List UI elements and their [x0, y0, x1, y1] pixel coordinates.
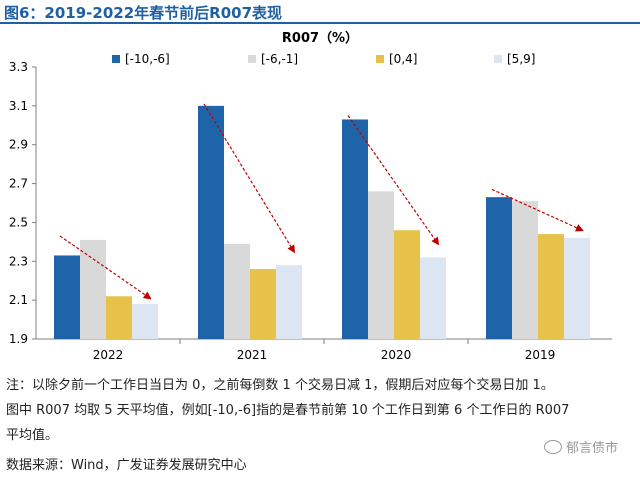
legend-label: [-10,-6] [125, 52, 170, 66]
bar [394, 230, 420, 339]
bar [342, 119, 368, 339]
y-tick-label: 2.3 [9, 254, 28, 268]
bar [80, 239, 106, 339]
bar [54, 255, 80, 339]
figure-header: 图6：2019-2022年春节前后R007表现 [0, 0, 640, 24]
bar [486, 197, 512, 339]
legend-label: [-6,-1] [261, 52, 298, 66]
trend-arrow [203, 103, 296, 254]
bar [564, 237, 590, 339]
bar [512, 201, 538, 339]
chart-title: R007（%） [282, 30, 358, 46]
y-tick-label: 2.1 [9, 293, 28, 307]
y-tick-label: 1.9 [9, 332, 28, 346]
y-tick-label: 3.3 [9, 60, 28, 74]
watermark: 郁言债市 [543, 437, 618, 456]
y-tick-label: 3.1 [9, 99, 28, 113]
legend-swatch [248, 55, 256, 63]
legend-swatch [376, 55, 384, 63]
legend-swatch [494, 55, 502, 63]
bar [538, 234, 564, 339]
trend-arrow [59, 235, 152, 300]
bar [224, 243, 250, 339]
bar [420, 257, 446, 339]
figure-title: 图6：2019-2022年春节前后R007表现 [4, 4, 283, 22]
y-tick-label: 2.5 [9, 215, 28, 229]
x-tick-label: 2021 [237, 348, 268, 362]
trend-arrow [491, 188, 584, 232]
x-tick-label: 2019 [525, 348, 556, 362]
note-line-2: 图中 R007 均取 5 天平均值，例如[-10,-6]指的是春节前第 10 个… [6, 403, 570, 418]
bar [368, 191, 394, 339]
bar [276, 265, 302, 339]
bar-chart: R007（%） 3.3 3.1 2.9 2.7 2.5 2.3 2.1 1.9 2022 2021 2… [9, 30, 612, 362]
bar [198, 105, 224, 339]
note-line-1: 注：以除夕前一个工作日当日为 0，之前每倒数 1 个交易日减 1，假期后对应每个… [6, 378, 554, 393]
source-note: 数据来源：Wind，广发证券发展研究中心 [6, 458, 247, 473]
legend-label: [0,4] [389, 52, 417, 66]
x-tick-label: 2022 [93, 348, 124, 362]
legend-swatch [112, 55, 120, 63]
bar [106, 296, 132, 339]
y-tick-label: 2.9 [9, 138, 28, 152]
watermark-text: 郁言债市 [565, 441, 618, 456]
note-line-3: 平均值。 [6, 428, 59, 443]
bar [250, 269, 276, 339]
bar [132, 304, 158, 339]
y-tick-label: 2.7 [9, 177, 28, 191]
legend-label: [5,9] [507, 52, 535, 66]
trend-arrow [347, 115, 440, 246]
wechat-icon [543, 440, 562, 454]
x-tick-label: 2020 [381, 348, 412, 362]
